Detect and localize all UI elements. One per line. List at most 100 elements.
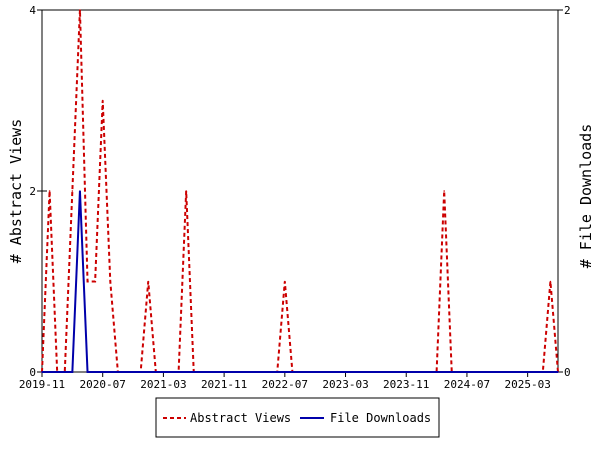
data-point-file-downloads (344, 371, 347, 373)
data-point-abstract-views (94, 280, 96, 283)
data-point-file-downloads (557, 371, 559, 373)
data-point-file-downloads (549, 371, 552, 373)
data-point-file-downloads (359, 371, 362, 373)
x-tick-label: 2023-03 (322, 378, 368, 391)
data-point-file-downloads (481, 371, 483, 373)
data-point-file-downloads (450, 371, 453, 373)
data-point-abstract-views (549, 280, 552, 283)
y-tick-label: 4 (29, 4, 36, 17)
data-point-file-downloads (79, 190, 81, 192)
data-point-abstract-views (109, 280, 112, 283)
data-point-file-downloads (504, 371, 506, 373)
data-point-file-downloads (413, 371, 415, 373)
data-point-file-downloads (238, 371, 241, 373)
y-tick-label: 0 (29, 366, 36, 379)
legend: Abstract Views File Downloads (155, 397, 440, 438)
data-point-file-downloads (63, 371, 66, 373)
data-point-file-downloads (321, 371, 324, 373)
legend-label-file-downloads: File Downloads (330, 411, 431, 425)
data-point-file-downloads (519, 371, 521, 373)
data-point-file-downloads (435, 371, 438, 373)
data-point-abstract-views (443, 190, 445, 192)
data-point-file-downloads (337, 371, 339, 373)
series-line-file-downloads (42, 190, 558, 373)
data-point-file-downloads (352, 371, 354, 373)
data-point-file-downloads (405, 371, 408, 373)
x-axis: 2019-11 2020-07 2021-03 2021-11 2022-07 2023-… (19, 372, 551, 391)
data-point-file-downloads (329, 371, 332, 373)
data-point-file-downloads (314, 371, 316, 373)
data-point-file-downloads (420, 371, 423, 373)
data-point-file-downloads (268, 371, 271, 373)
data-point-file-downloads (139, 371, 142, 373)
data-point-file-downloads (428, 371, 430, 373)
data-point-abstract-views (101, 99, 104, 102)
data-point-file-downloads (56, 371, 58, 373)
data-point-file-downloads (208, 371, 210, 373)
data-point-abstract-views (147, 280, 150, 283)
x-tick-label: 2020-07 (80, 378, 126, 391)
data-point-file-downloads (41, 371, 43, 373)
y-axis-right: 02 (553, 4, 571, 379)
data-point-file-downloads (511, 371, 514, 373)
x-tick-label: 2023-11 (383, 378, 429, 391)
data-point-file-downloads (192, 371, 195, 373)
data-point-abstract-views (86, 280, 89, 283)
data-point-file-downloads (276, 371, 279, 373)
data-point-file-downloads (71, 371, 74, 373)
y-axis-title: # Abstract Views (7, 119, 25, 264)
x-tick-label: 2022-07 (262, 378, 308, 391)
x-tick-label: 2021-03 (140, 378, 186, 391)
data-point-file-downloads (230, 371, 233, 373)
data-point-file-downloads (86, 371, 89, 373)
data-point-file-downloads (215, 371, 218, 373)
data-point-file-downloads (542, 371, 544, 373)
data-point-file-downloads (177, 371, 180, 373)
data-point-file-downloads (223, 371, 225, 373)
data-point-file-downloads (367, 371, 370, 373)
data-point-file-downloads (284, 371, 286, 373)
series-line-abstract-views (41, 9, 559, 373)
data-point-file-downloads (253, 371, 256, 373)
data-point-file-downloads (155, 371, 157, 373)
data-point-file-downloads (382, 371, 385, 373)
data-point-file-downloads (124, 371, 127, 373)
data-point-abstract-views (185, 190, 187, 192)
data-point-file-downloads (162, 371, 165, 373)
data-point-file-downloads (375, 371, 377, 373)
data-point-file-downloads (390, 371, 392, 373)
data-point-file-downloads (94, 371, 96, 373)
series-layer (41, 9, 559, 373)
data-point-file-downloads (443, 371, 445, 373)
data-point-file-downloads (117, 371, 119, 373)
y2-axis-title: # File Downloads (577, 124, 595, 269)
data-point-file-downloads (147, 371, 150, 373)
data-point-file-downloads (132, 371, 134, 373)
data-point-file-downloads (306, 371, 309, 373)
data-point-file-downloads (488, 371, 491, 373)
data-point-file-downloads (291, 371, 294, 373)
data-point-file-downloads (299, 371, 301, 373)
data-point-abstract-views (71, 190, 74, 192)
y-tick-label: 2 (29, 185, 36, 198)
data-point-file-downloads (458, 371, 461, 373)
x-tick-label: 2025-03 (504, 378, 550, 391)
data-point-abstract-views (79, 9, 81, 11)
data-point-file-downloads (185, 371, 187, 373)
data-point-abstract-views (48, 190, 51, 192)
data-point-abstract-views (284, 280, 286, 283)
data-point-file-downloads (261, 371, 263, 373)
data-point-file-downloads (466, 371, 468, 373)
x-tick-label: 2019-11 (19, 378, 65, 391)
data-point-file-downloads (109, 371, 112, 373)
data-point-file-downloads (246, 371, 248, 373)
y2-tick-label: 2 (564, 4, 571, 17)
data-point-file-downloads (534, 371, 537, 373)
data-point-file-downloads (200, 371, 203, 373)
legend-label-abstract-views: Abstract Views (190, 411, 291, 425)
data-point-file-downloads (101, 371, 104, 373)
x-tick-label: 2021-11 (201, 378, 247, 391)
data-point-file-downloads (526, 371, 529, 373)
y2-tick-label: 0 (564, 366, 571, 379)
